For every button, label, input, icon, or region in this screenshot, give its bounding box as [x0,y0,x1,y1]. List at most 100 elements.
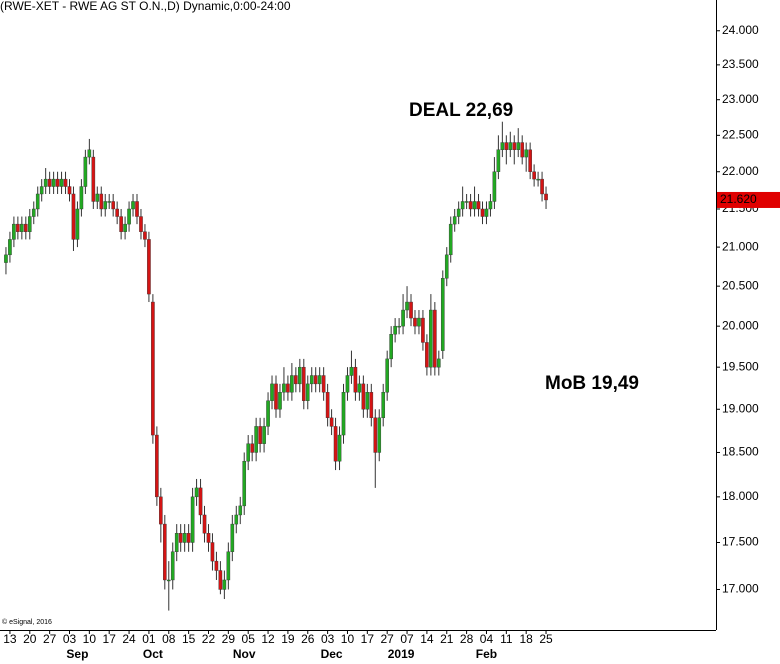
candle-body [254,426,258,453]
candle-body [397,325,401,328]
candle-body [504,142,509,150]
candle-body [488,201,493,210]
month-label: Dec [321,647,343,661]
candle-body [143,231,147,240]
candle-body [147,239,151,295]
candle-body [151,301,155,436]
candle-body [51,178,56,187]
candle-body [182,533,187,543]
candle-body [321,375,326,393]
x-tick-label: 10 [83,632,97,646]
last-price-label: 21.620 [720,192,757,206]
candle-body [230,523,235,552]
x-tick-label: 15 [182,632,196,646]
y-tick-label: 22.000 [722,164,759,178]
x-tick-label: 19 [281,632,295,646]
candle-body [520,142,525,158]
candle-body [103,201,108,210]
candle-body [155,434,159,498]
candle-body [480,208,485,217]
candle-body [139,216,143,232]
x-tick-label: 13 [3,632,17,646]
y-tick-label: 19.000 [722,401,759,415]
candle-body [131,201,135,210]
candle-body [544,193,548,201]
candle-body [206,533,211,543]
candle-body [333,426,338,462]
y-tick-label: 20.500 [722,278,759,292]
candle-body [353,366,358,393]
x-tick-label: 08 [162,632,176,646]
candle-body [27,216,32,232]
candle-body [433,309,437,368]
candle-body [238,505,243,516]
candle-body [174,533,179,552]
candle-body [63,178,68,187]
candle-body [325,392,330,419]
candle-body [12,223,16,240]
y-tick-label: 21.000 [722,239,759,253]
candle-body [496,149,501,172]
candle-body [337,434,342,462]
candle-body [170,551,175,581]
x-tick-label: 10 [341,632,355,646]
candle-body [178,533,183,543]
x-tick-label: 27 [43,632,57,646]
y-tick-label: 23.500 [722,57,759,71]
candle-body [95,193,100,202]
candle-body [198,487,203,516]
candle-body [425,342,429,368]
candle-body [329,417,334,427]
candle-body [214,560,219,571]
candle-body [258,426,262,444]
candle-body [282,383,286,393]
candle-body [186,533,191,543]
candle-body [512,142,517,150]
candle-body [417,317,421,327]
candle-body [246,443,250,462]
candle-body [290,375,294,393]
candle-body [8,239,12,256]
copyright: © eSignal, 2016 [2,618,52,626]
candle-body [135,201,139,217]
candle-body [39,186,44,195]
y-tick-label: 19.500 [722,359,759,373]
candle-body [294,375,298,385]
candle-body [194,487,199,498]
candle-body [87,149,92,158]
candle-body [313,375,318,385]
x-tick-label: 17 [103,632,117,646]
candle-body [401,309,405,327]
x-tick-label: 05 [242,632,256,646]
candle-body [119,216,123,232]
candle-body [413,317,417,327]
candle-body [429,309,433,368]
annotation: MoB 19,49 [545,373,639,394]
candle-body [250,443,254,453]
x-tick-label: 25 [539,632,553,646]
candle-body [127,208,131,225]
candle-body [345,375,350,393]
candle-body [266,400,270,427]
candle-body [309,375,314,385]
y-tick-label: 18.000 [722,489,759,503]
x-tick-label: 21 [440,632,454,646]
candle-body [242,461,247,507]
x-tick-label: 11 [500,632,513,646]
candle-body [508,142,513,150]
x-tick-label: 22 [202,632,216,646]
candle-body [218,570,223,590]
candle-body [452,216,457,225]
x-tick-label: 14 [420,632,434,646]
candle-body [298,366,302,385]
y-tick-label: 23.000 [722,92,759,106]
candle-body [43,178,48,187]
candle-body [99,193,104,210]
candle-body [20,223,24,232]
candle-body [357,383,362,393]
x-tick-label: 04 [480,632,494,646]
candle-body [75,208,80,240]
candle-body [159,496,163,525]
candle-body [317,375,322,385]
